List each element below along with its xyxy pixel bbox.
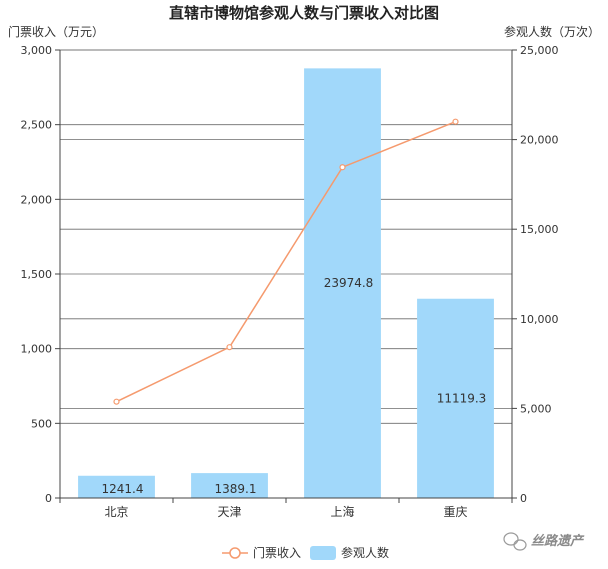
grid (60, 49, 512, 424)
line-series (113, 118, 459, 405)
watermark: 丝路遗产 (503, 532, 585, 551)
bar-series: 1241.4 1389.1 23974.8 11119.3 (78, 68, 494, 498)
x-tick-label: 上海 (330, 504, 354, 519)
legend-line-marker-icon (229, 547, 241, 559)
line-point (113, 398, 120, 405)
left-tick-label: 2,000 (21, 193, 53, 206)
x-tick-label: 重庆 (443, 505, 467, 519)
left-tick-label: 0 (45, 492, 52, 505)
legend: 门票收入 参观人数 (222, 545, 389, 560)
line-path (116, 120, 456, 403)
bar (304, 68, 381, 498)
right-tick-label: 0 (520, 492, 527, 505)
tick-labels: 0 500 1,000 1,500 2,000 2,500 3,000 0 5,000 10,00… (21, 44, 559, 519)
left-tick-label: 500 (31, 417, 52, 430)
bar (191, 473, 268, 498)
x-tick-label: 北京 (104, 505, 128, 519)
bar-data-label: 11119.3 (437, 391, 487, 405)
watermark-text: 丝路遗产 (531, 533, 585, 549)
legend-bar-swatch (310, 546, 336, 560)
left-tick-label: 3,000 (21, 44, 53, 57)
line-point (339, 164, 346, 171)
bar-data-label: 1241.4 (102, 482, 144, 496)
x-tick-label: 天津 (217, 505, 241, 519)
bar-data-label: 1389.1 (215, 482, 257, 496)
right-tick-label: 10,000 (520, 313, 559, 326)
left-axis-title: 门票收入（万元） (8, 24, 104, 39)
right-tick-label: 5,000 (520, 402, 552, 415)
axes (55, 49, 517, 503)
bar (417, 298, 494, 498)
bar-data-label: 23974.8 (324, 276, 374, 290)
left-tick-label: 2,500 (21, 119, 53, 132)
bar (78, 475, 155, 498)
right-tick-label: 15,000 (520, 223, 559, 236)
legend-bar-label: 参观人数 (341, 545, 389, 560)
left-tick-label: 1,000 (21, 343, 53, 356)
left-tick-label: 1,500 (21, 268, 53, 281)
legend-line-label: 门票收入 (253, 545, 301, 560)
line-point (452, 118, 459, 125)
chart-title: 直辖市博物馆参观人数与门票收入对比图 (169, 4, 439, 22)
right-tick-label: 20,000 (520, 134, 559, 147)
line-point (226, 344, 233, 351)
right-tick-label: 25,000 (520, 44, 559, 57)
wechat-logo-icon (503, 532, 527, 551)
right-axis-title: 参观人数（万次） (504, 24, 600, 39)
